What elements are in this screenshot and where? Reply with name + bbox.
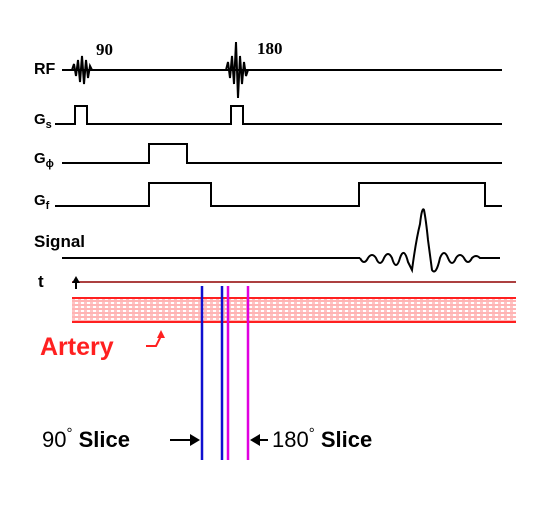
- rf-label: RF: [34, 61, 56, 78]
- artery: Artery: [40, 297, 516, 361]
- rf-pulse-90: [71, 55, 93, 85]
- slice-90-label-group: 90° Slice: [42, 425, 200, 452]
- rf-pulse-180: [225, 41, 249, 99]
- phase-gradient-row: Gϕ: [34, 143, 502, 170]
- slice-180-label-group: 180° Slice: [250, 425, 372, 452]
- slice-gradient-row: Gs: [34, 105, 502, 131]
- time-label: t: [38, 272, 44, 291]
- artery-label: Artery: [40, 333, 114, 361]
- signal-label: Signal: [34, 232, 85, 251]
- slice-90-label: 90° Slice: [42, 425, 130, 452]
- rf-row: RF 90 180: [34, 39, 502, 99]
- phase-gradient-waveform: [62, 143, 502, 164]
- rf-pulse-90-label: 90: [96, 40, 113, 59]
- time-row: t: [38, 272, 516, 291]
- slice-90-pointer-arrowhead: [190, 434, 200, 446]
- slice-gradient-label: Gs: [34, 111, 52, 131]
- frequency-gradient-waveform: [55, 182, 502, 207]
- time-arrow-head: [72, 276, 80, 283]
- rf-pulse-180-label: 180: [257, 39, 283, 58]
- signal-row: Signal: [34, 208, 500, 274]
- phase-gradient-label: Gϕ: [34, 150, 54, 170]
- artery-fill: [72, 298, 516, 322]
- artery-pointer-arrowhead: [157, 330, 165, 338]
- frequency-gradient-row: Gf: [34, 182, 502, 212]
- slice-gradient-waveform: [55, 105, 502, 125]
- slice-180-label: 180° Slice: [272, 425, 372, 452]
- signal-echo: [359, 208, 500, 274]
- artery-pointer-arrow: [146, 335, 162, 347]
- slice-180-pointer-arrowhead: [250, 434, 260, 446]
- slice-lines: [200, 286, 250, 460]
- frequency-gradient-label: Gf: [34, 192, 50, 212]
